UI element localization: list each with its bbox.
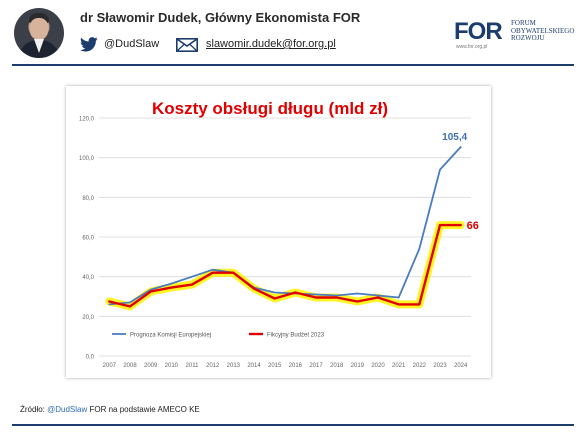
x-tick-label: 2015: [268, 363, 282, 369]
x-tick-label: 2013: [227, 363, 241, 369]
y-tick-label: 120,0: [79, 117, 95, 123]
x-tick-label: 2008: [123, 363, 137, 369]
email-address: slawomir.dudek@for.org.pl: [206, 38, 336, 50]
footer-divider: [12, 424, 574, 426]
x-tick-label: 2007: [103, 363, 117, 369]
y-tick-label: 40,0: [82, 275, 94, 281]
x-tick-label: 2024: [454, 363, 468, 369]
logo-word: FOR: [454, 18, 503, 45]
y-tick-label: 20,0: [82, 315, 94, 321]
author-name: dr Sławomir Dudek, Główny Ekonomista FOR: [80, 10, 361, 25]
x-tick-label: 2012: [206, 363, 220, 369]
y-tick-label: 60,0: [82, 236, 94, 242]
budget-series-line: [108, 223, 462, 308]
author-avatar: [14, 8, 64, 58]
y-tick-label: 0,0: [86, 355, 95, 361]
source-note: Źródło: @DudSlaw FOR na podstawie AMECO …: [20, 405, 200, 414]
chart-title: Koszty obsługi długu (mld zł): [152, 99, 388, 118]
annotations: 105,4 66: [442, 132, 479, 232]
x-tick-label: 2021: [392, 363, 406, 369]
budget-end-label: 66: [467, 220, 479, 232]
envelope-icon: [176, 38, 198, 52]
x-tick-label: 2019: [351, 363, 365, 369]
logo-tagline: FORUM OBYWATELSKIEGO ROZWOJU: [511, 19, 575, 43]
logo-line-2: OBYWATELSKIEGO: [511, 26, 575, 35]
ec-forecast-series-line: [108, 146, 462, 306]
x-tick-label: 2022: [413, 363, 427, 369]
x-tick-label: 2011: [186, 363, 200, 369]
x-tick-label: 2014: [247, 363, 261, 369]
legend: Prognoza Komisji Europejskiej Fikcyjny Bu…: [112, 333, 325, 339]
source-handle[interactable]: @DudSlaw: [47, 405, 88, 414]
y-axis-ticks: 0,0 20,0 40,0 60,0 80,0 100,0 120,0: [79, 117, 95, 361]
x-tick-label: 2017: [309, 363, 323, 369]
logo-line-1: FORUM: [511, 19, 536, 27]
grid: [99, 117, 471, 357]
y-tick-label: 80,0: [82, 196, 94, 202]
x-axis-ticks: 2007 2008 2009 2010 2011 2012 2013 2014 2015 2016…: [103, 363, 468, 369]
logo-url: www.for.org.pl: [456, 44, 488, 50]
source-suffix: FOR na podstawie AMECO KE: [87, 405, 200, 414]
x-tick-label: 2016: [289, 363, 303, 369]
legend-label: Prognoza Komisji Europejskiej: [130, 333, 211, 339]
x-tick-label: 2023: [433, 363, 447, 369]
logo-line-3: ROZWOJU: [511, 34, 545, 42]
x-tick-label: 2010: [165, 363, 179, 369]
x-tick-label: 2020: [371, 363, 385, 369]
y-tick-label: 100,0: [79, 156, 95, 162]
header: dr Sławomir Dudek, Główny Ekonomista FOR…: [0, 0, 586, 64]
legend-label: Fikcyjny Budżet 2023: [267, 333, 325, 339]
x-tick-label: 2018: [330, 363, 344, 369]
series-lines: [108, 146, 462, 308]
for-logo: FOR FORUM OBYWATELSKIEGO ROZWOJU www.for…: [454, 18, 580, 54]
twitter-bird-icon: [80, 37, 98, 52]
x-tick-label: 2009: [144, 363, 158, 369]
source-prefix: Źródło:: [20, 405, 48, 414]
chart-frame: 0,0 20,0 40,0 60,0 80,0 100,0 120,0 2007 2008 20…: [66, 86, 491, 378]
twitter-label: @DudSlaw: [104, 38, 160, 50]
header-divider: [12, 64, 574, 66]
ec-forecast-end-label: 105,4: [442, 132, 467, 143]
